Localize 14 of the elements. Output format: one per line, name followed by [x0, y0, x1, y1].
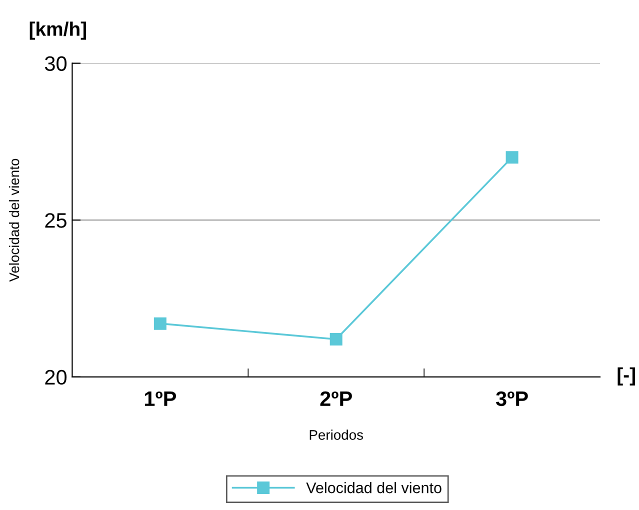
text: [-]	[618, 367, 635, 386]
legend-label: Velocidad del viento	[306, 482, 442, 494]
point	[154, 317, 166, 330]
y-tick-label: 25	[45, 213, 66, 228]
point	[506, 151, 518, 164]
x-tick-label: 1ºP	[144, 391, 176, 406]
y-axis-title: Velocidad del viento	[9, 158, 20, 282]
y-tick-label: 30	[44, 56, 67, 71]
x-tick-label: 2ºP	[320, 391, 352, 406]
text: [km/h]	[30, 22, 86, 40]
x-tick-label: 3ºP	[496, 391, 528, 406]
point	[330, 333, 342, 346]
y-tick-label: 20	[45, 370, 67, 385]
x-axis-title: Periodos	[310, 430, 364, 440]
